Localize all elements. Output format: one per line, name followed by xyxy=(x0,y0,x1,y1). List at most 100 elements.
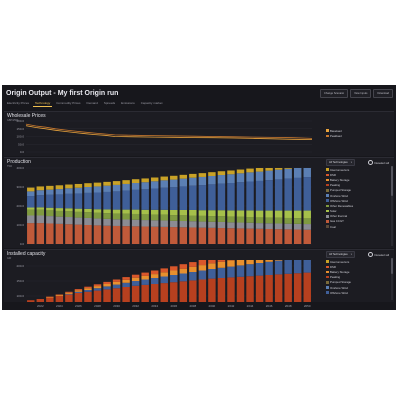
tab-technology[interactable]: Technology xyxy=(33,101,53,107)
bar-segment-other-renewables xyxy=(55,210,64,217)
legend-swatch xyxy=(326,129,329,132)
legend-item-solar[interactable]: Solar xyxy=(326,209,353,214)
legend-swatch xyxy=(326,209,329,213)
tab-spreads[interactable]: Spreads xyxy=(103,101,116,105)
bar-segment-interconnectors xyxy=(122,180,130,184)
bar-segment-gas-ccgt xyxy=(160,226,168,244)
legend-item-pumped-storage[interactable]: Pumped Storage xyxy=(326,280,351,285)
legend-item-other-thermal[interactable]: Other thermal xyxy=(326,214,353,219)
legend-item-onshore-wind[interactable]: Onshore Wind xyxy=(326,285,351,290)
legend-scrollbar[interactable] xyxy=(391,258,393,300)
bar-segment-dsr xyxy=(112,279,121,282)
bar-segment-peaking xyxy=(131,285,140,302)
legend-item-interconnectors[interactable]: Interconnectors xyxy=(326,167,353,172)
technology-dropdown[interactable]: All Technologies ▾ xyxy=(326,251,356,258)
bar-segment-other-renewables xyxy=(84,212,92,218)
legend-item-pumped-storage[interactable]: Pumped Storage xyxy=(326,188,353,193)
tab-emissions[interactable]: Emissions xyxy=(121,101,135,105)
y-tick-label: 200.0 xyxy=(16,264,24,268)
bar-segment-solar xyxy=(179,209,188,216)
x-tick-label: 2046 xyxy=(266,304,273,308)
download-button[interactable]: Download xyxy=(373,89,393,98)
legend-scrollbar[interactable] xyxy=(391,166,393,246)
x-axis: 2022 2024 2026 2028 2030 2032 2034 2036 2038 2040… xyxy=(37,304,311,308)
bar-segment-peaking xyxy=(227,277,235,302)
bar-segment-gas-ccgt xyxy=(227,228,235,244)
scrollbar-thumb[interactable] xyxy=(391,166,393,196)
legend-item-battery-storage[interactable]: Battery Storage xyxy=(326,177,353,182)
legend-label: Offshore Wind xyxy=(330,290,348,295)
bar-segment-battery-storage xyxy=(122,279,130,283)
bar-segment-offshore-wind xyxy=(284,260,292,274)
legend-item-battery-storage[interactable]: Battery Storage xyxy=(326,269,351,274)
legend-item-dsr[interactable]: DSR xyxy=(326,172,353,177)
deselect-all-toggle[interactable]: Deselect all xyxy=(368,160,389,165)
bar-segment-offshore-wind xyxy=(112,191,121,210)
bar-segment-offshore-wind xyxy=(160,187,168,210)
change-scenario-button[interactable]: Change Scenario xyxy=(320,89,349,98)
bar-segment-gas-ccgt xyxy=(284,229,292,244)
installed-capacity-unit: GW xyxy=(7,257,12,260)
bar-segment-peaking xyxy=(93,290,102,302)
bar-segment-offshore-wind xyxy=(217,267,226,278)
tab-demand[interactable]: Demand xyxy=(86,101,98,105)
installed-capacity-panel: Installed capacity GW 200.0 150.0 100.0 Al… xyxy=(4,249,394,302)
bar-segment-offshore-wind xyxy=(217,183,226,211)
bar-segment-battery-storage xyxy=(198,265,207,271)
wholesale-prices-chart: 200.0 150.0 100.0 50.0 0.0 xyxy=(16,119,313,154)
bar-segment-other-renewables xyxy=(93,212,102,219)
legend-swatch xyxy=(326,275,329,279)
legend-item-offshore-wind[interactable]: Offshore Wind xyxy=(326,198,353,203)
series-line-baseload xyxy=(25,125,313,140)
bar-segment-battery-storage xyxy=(208,263,216,269)
bar-segment-other-renewables xyxy=(46,210,54,217)
bar-segment-offshore-wind xyxy=(255,180,264,211)
bar-segment-solar xyxy=(246,210,254,218)
bar-segment-onshore-wind xyxy=(227,174,235,184)
bar-segment-offshore-wind xyxy=(208,184,216,211)
legend-label: Peaking xyxy=(330,183,341,188)
legend-item-peaking[interactable]: Peaking xyxy=(326,183,353,188)
bar-segment-battery-storage xyxy=(179,268,188,274)
scrollbar-thumb[interactable] xyxy=(391,258,393,274)
bar-segment-onshore-wind xyxy=(246,172,254,182)
deselect-all-toggle[interactable]: Deselect all xyxy=(368,252,389,257)
y-tick-label: 0.0 xyxy=(20,150,25,154)
bar-segment-other-renewables xyxy=(179,215,188,222)
tab-commodity-prices[interactable]: Commodity Prices xyxy=(56,101,81,105)
legend-item-peaking[interactable]: Peaking xyxy=(326,275,351,280)
bar-segment-peaking xyxy=(141,284,149,302)
legend-item-onshore-wind[interactable]: Onshore Wind xyxy=(326,193,353,198)
bar-segment-battery-storage xyxy=(246,260,254,265)
y-tick-label: 50.0 xyxy=(18,142,24,146)
legend-item-coal[interactable]: Coal xyxy=(326,224,353,229)
legend-item-offshore-wind[interactable]: Offshore Wind xyxy=(326,290,351,295)
bar-segment-gas-ccgt xyxy=(131,226,140,244)
view-inputs-button[interactable]: View Inputs xyxy=(350,89,372,98)
bar-segment-peaking xyxy=(179,281,188,302)
technology-dropdown[interactable]: All Technologies ▾ xyxy=(326,159,356,166)
bar-segment-other-renewables xyxy=(293,218,302,224)
legend-item-interconnectors[interactable]: Interconnectors xyxy=(326,259,351,264)
legend-item-gas-ccgt[interactable]: Gas CCGT xyxy=(326,219,353,224)
bar-segment-other-thermal xyxy=(131,219,140,227)
bar-segment-battery-storage xyxy=(150,274,159,278)
toggle-label: Deselect all xyxy=(374,160,389,165)
bar-segment-battery-storage xyxy=(217,261,226,268)
bar-segment-dsr xyxy=(198,260,207,266)
tab-capacity-market[interactable]: Capacity market xyxy=(140,101,163,105)
legend-item-dsr[interactable]: DSR xyxy=(326,264,351,269)
legend-item-baseload[interactable]: Baseload xyxy=(326,128,342,133)
legend-item-peakload[interactable]: Peakload xyxy=(326,133,342,138)
bar-segment-offshore-wind xyxy=(93,288,102,291)
legend-label: Baseload xyxy=(330,128,342,133)
bar-segment-onshore-wind xyxy=(265,170,273,181)
bar-segment-gas-ccgt xyxy=(36,223,45,244)
legend-item-other-renewables[interactable]: Other Renewables xyxy=(326,203,353,208)
bar-segment-dsr xyxy=(55,294,64,296)
tab-electricity-prices[interactable]: Electricity Prices xyxy=(7,101,30,105)
bar-segment-other-thermal xyxy=(103,218,111,226)
legend-label: Pumped Storage xyxy=(330,188,351,193)
bar-segment-offshore-wind xyxy=(284,178,292,211)
bar-segment-gas-ccgt xyxy=(27,223,35,244)
